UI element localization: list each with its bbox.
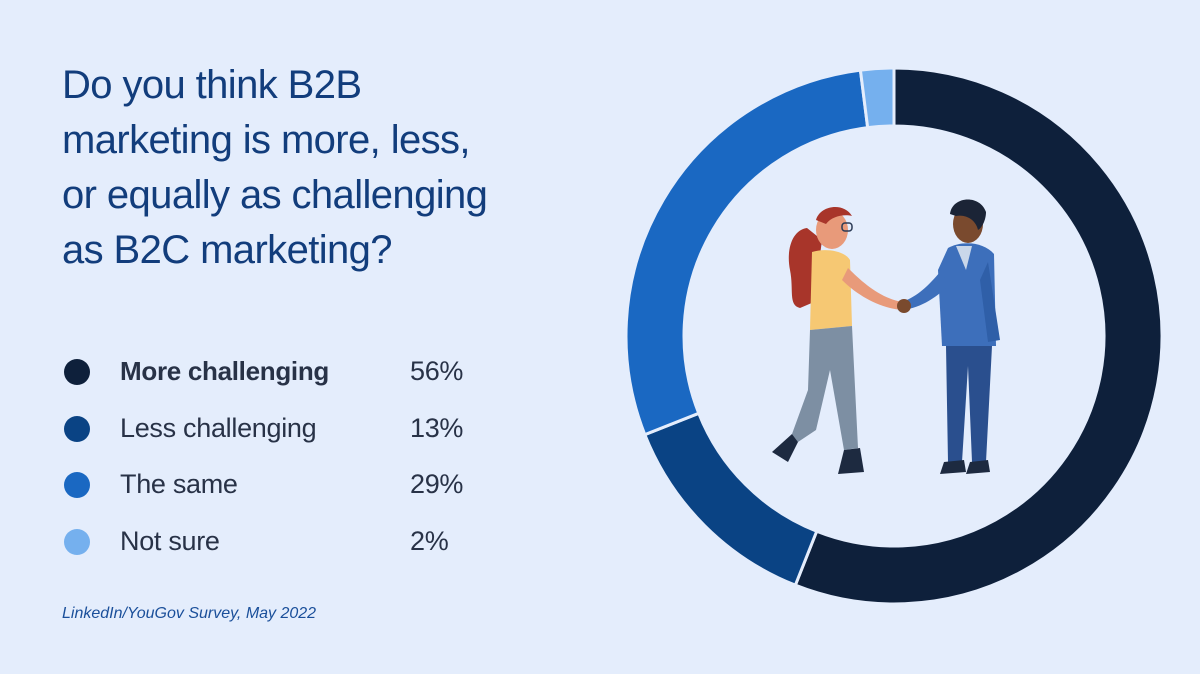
legend-label: More challenging	[120, 356, 330, 386]
legend-swatch	[64, 359, 90, 385]
donut-slice-not-sure	[858, 66, 896, 130]
legend-value: 56%	[410, 356, 464, 386]
legend-item-less-challenging: Less challenging 13%	[62, 405, 482, 462]
legend-value: 2%	[410, 525, 449, 556]
chart-title: Do you think B2B marketing is more, less…	[62, 63, 488, 272]
source-note: LinkedIn/YouGov Survey, May 2022	[62, 605, 317, 622]
legend-label: Less challenging	[120, 412, 317, 443]
legend-label: The same	[120, 469, 238, 500]
woman-figure	[772, 206, 902, 474]
legend-item-not-sure: Not sure 2%	[62, 518, 482, 575]
donut-slices	[624, 66, 1164, 606]
legend-swatch	[64, 472, 90, 499]
man-figure	[897, 199, 1000, 474]
legend-item-the-same: The same 29%	[62, 461, 482, 518]
legend: More challenging 56% Less challenging 13…	[62, 348, 482, 574]
legend-value: 29%	[410, 469, 464, 500]
legend-swatch	[64, 528, 90, 555]
donut-chart	[624, 66, 1164, 606]
legend-swatch	[64, 415, 90, 442]
legend-value: 13%	[410, 412, 464, 443]
legend-item-more-challenging: More challenging 56%	[62, 348, 482, 405]
handshake-illustration	[772, 199, 1000, 474]
legend-label: Not sure	[120, 525, 220, 556]
donut-slice-more-challenging	[793, 66, 1164, 606]
